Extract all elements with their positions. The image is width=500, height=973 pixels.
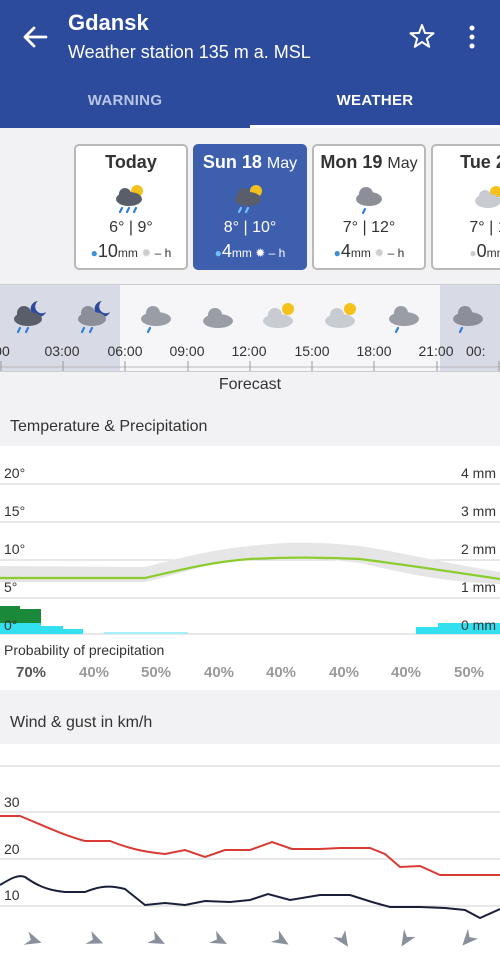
- day-temp: 7° | 1: [469, 219, 500, 236]
- hour-label: 00:: [466, 343, 486, 359]
- temp-axis-label: 5°: [4, 579, 18, 595]
- page-title: Gdansk: [68, 10, 149, 35]
- precip-axis-label: 4 mm: [461, 465, 496, 481]
- cloud-moon-rain-icon: [78, 301, 110, 334]
- temp-precip-title: Temperature & Precipitation: [10, 418, 208, 435]
- wind-chart: 30 20 10: [0, 744, 500, 973]
- cloud-rain-icon: [389, 306, 419, 334]
- day-card-tue-20[interactable]: Tue 20 7° | 1 ●0mm: [431, 144, 500, 270]
- page-subtitle: Weather station 135 m a. MSL: [68, 42, 311, 62]
- day-name: Sun 18: [202, 152, 262, 172]
- gust-line: [0, 815, 500, 876]
- precip-probability-value: 40%: [78, 664, 110, 681]
- tab-warning[interactable]: WARNING: [87, 92, 163, 109]
- temperature-line: [0, 556, 500, 581]
- temp-precip-chart: 20° 15° 10° 5° 0° 4 mm 3 mm 2 mm 1 mm 0 …: [0, 446, 500, 690]
- wind-title: Wind & gust in km/h: [10, 714, 153, 731]
- wind-direction-icon: [209, 930, 227, 944]
- temp-axis-label: 20°: [4, 465, 26, 481]
- cloud-moon-rain-icon: [14, 301, 46, 334]
- hourly-forecast[interactable]: :00 03:00 06:00 09:00 12:00 15:00 18:00 …: [0, 284, 500, 372]
- time-axis-ticks: [0, 361, 500, 371]
- precip-axis-label: 2 mm: [461, 541, 496, 557]
- more-options-icon[interactable]: [462, 22, 482, 52]
- day-card-sun-18[interactable]: Sun 18 May 8° | 10° ●4mm ✹ – h: [193, 144, 307, 270]
- day-precip: 4: [221, 241, 232, 261]
- precip-bars: [0, 606, 500, 634]
- day-selector: Today 6° | 9° ●10mm ✹ – h Sun 18 May 8° …: [0, 140, 500, 276]
- hour-label: 21:00: [418, 343, 454, 359]
- hour-label: 15:00: [294, 343, 330, 359]
- wind-direction-icon: [85, 931, 104, 944]
- day-precip: 10: [97, 241, 118, 261]
- wind-direction-icon: [23, 931, 42, 945]
- hour-label: 12:00: [231, 343, 267, 359]
- precip-axis-label: 1 mm: [461, 579, 496, 595]
- cloud-icon: [203, 308, 233, 328]
- precip-probability-value: 40%: [390, 664, 422, 681]
- wind-direction-icon: [147, 930, 165, 944]
- hour-label: 18:00: [356, 343, 392, 359]
- precip-probability-value: 50%: [453, 664, 485, 681]
- wind-direction-icon: [270, 930, 289, 945]
- wind-axis-label: 20: [4, 841, 20, 857]
- day-name: Tue 20: [460, 152, 500, 172]
- cloud-sun-rain-icon: [235, 185, 262, 214]
- day-name: Mon 19: [320, 152, 383, 172]
- day-temp: 6° | 9°: [109, 219, 153, 236]
- night-shading: [440, 285, 500, 371]
- precip-probability-value: 40%: [265, 664, 297, 681]
- precip-axis-label: 3 mm: [461, 503, 496, 519]
- tab-weather[interactable]: WEATHER: [336, 92, 414, 109]
- precip-probability-value: 40%: [328, 664, 360, 681]
- wind-axis-label: 10: [4, 887, 20, 903]
- cloud-rain-icon: [141, 306, 171, 334]
- precip-probability-value: 40%: [203, 664, 235, 681]
- favorite-star-icon[interactable]: [408, 22, 436, 50]
- tab-indicator: [250, 125, 500, 128]
- hour-label: 06:00: [107, 343, 143, 359]
- wind-line: [0, 875, 500, 920]
- day-name: Today: [105, 152, 157, 172]
- day-card-today[interactable]: Today 6° | 9° ●10mm ✹ – h: [74, 144, 188, 270]
- temp-range-band: [0, 542, 500, 584]
- wind-plot: [0, 765, 500, 920]
- wind-direction-icon: [333, 930, 348, 947]
- precip-probability-value: 70%: [15, 664, 47, 681]
- temp-axis-label: 0°: [4, 617, 18, 633]
- precip-probability-value: 50%: [140, 664, 172, 681]
- app-bar: Gdansk Weather station 135 m a. MSL WARN…: [0, 0, 500, 128]
- cloud-rain-icon: [356, 187, 382, 215]
- precip-probability-title: Probability of precipitation: [4, 642, 165, 658]
- cloud-sun-icon: [263, 303, 294, 328]
- cloud-rain-icon: [453, 306, 483, 334]
- hour-label: :00: [0, 343, 10, 359]
- cloud-sun-rain-icon: [116, 185, 143, 214]
- wind-direction-icon: [401, 928, 416, 947]
- day-precip: 0: [476, 241, 487, 261]
- back-arrow-icon[interactable]: [20, 22, 50, 52]
- wind-direction-icon: [462, 928, 478, 946]
- day-temp: 8° | 10°: [223, 219, 277, 236]
- wind-axis-label: 30: [4, 794, 20, 810]
- precip-axis-label: 0 mm: [461, 617, 496, 633]
- day-temp: 7° | 12°: [342, 219, 396, 236]
- temp-axis-label: 15°: [4, 503, 26, 519]
- day-card-mon-19[interactable]: Mon 19 May 7° | 12° ●4mm ✹ – h: [312, 144, 426, 270]
- forecast-label: Forecast: [218, 376, 282, 393]
- day-precip: 4: [340, 241, 351, 261]
- hour-label: 03:00: [44, 343, 80, 359]
- cloud-sun-icon: [325, 303, 356, 328]
- temp-precip-plot: [0, 483, 500, 635]
- temp-axis-label: 10°: [4, 541, 26, 557]
- cloud-sun-icon: [475, 186, 500, 208]
- hour-label: 09:00: [169, 343, 205, 359]
